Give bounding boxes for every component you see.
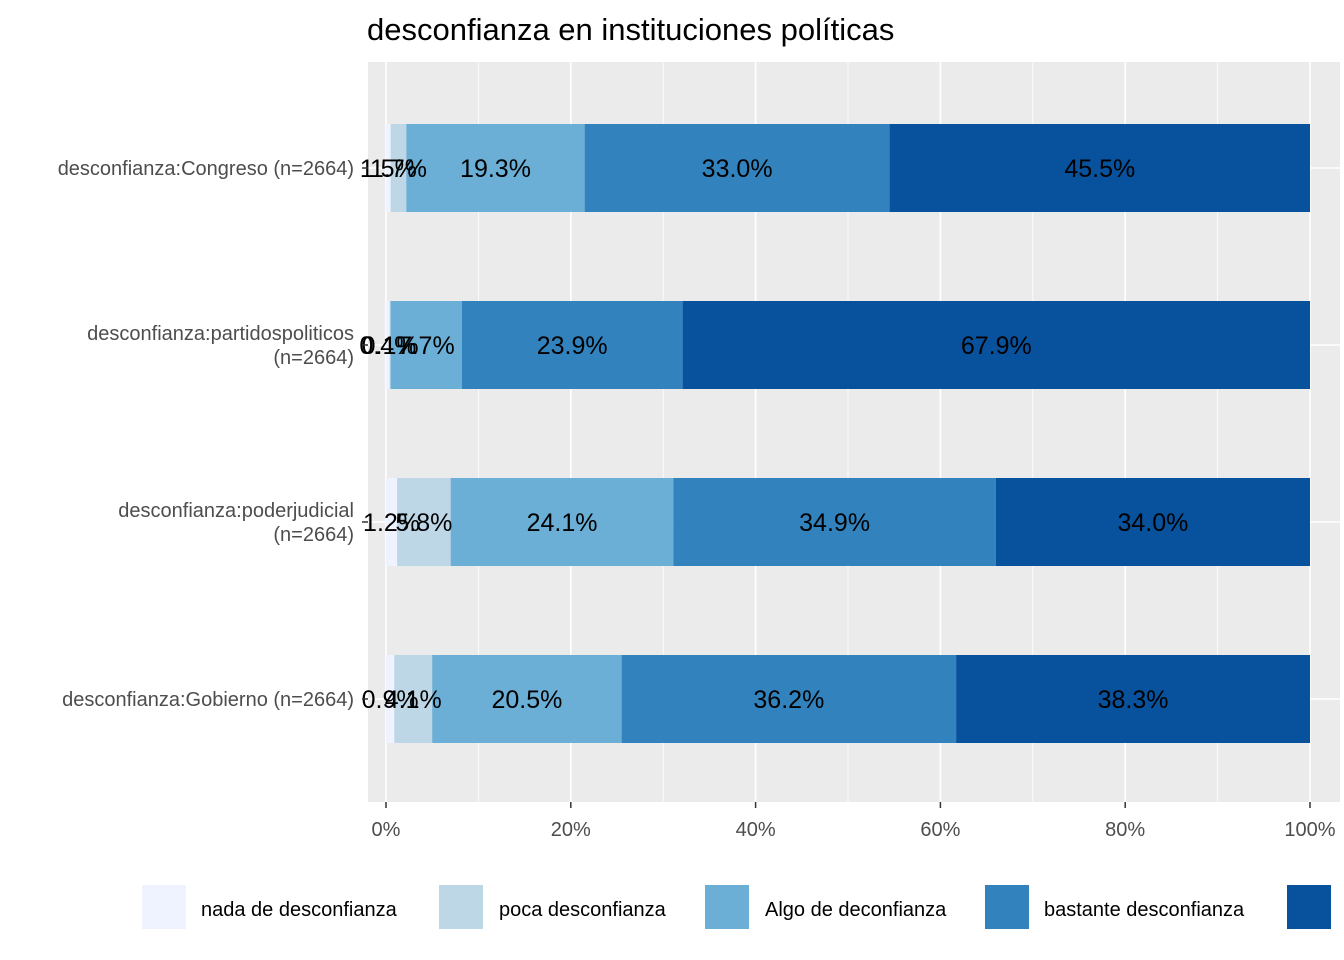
segment-label: 1.2% bbox=[363, 509, 420, 537]
bar-segment bbox=[389, 301, 391, 389]
bar-segment bbox=[390, 124, 407, 212]
legend-key bbox=[142, 885, 186, 929]
bar-segment bbox=[584, 124, 890, 212]
bar-segment bbox=[390, 301, 462, 389]
bar-segment bbox=[386, 124, 391, 212]
bar-segment bbox=[406, 124, 585, 212]
y-axis: desconfianza:Congreso (n=2664) desconfian… bbox=[58, 158, 368, 711]
segment-label: 0.4% bbox=[359, 332, 416, 360]
legend: nada de desconfianza poca desconfianza Alg… bbox=[142, 885, 1331, 929]
x-tick-label: 20% bbox=[551, 819, 591, 841]
bar-segment bbox=[682, 301, 1310, 389]
bar-segment bbox=[889, 124, 1310, 212]
legend-key bbox=[985, 885, 1029, 929]
bar-segment bbox=[673, 478, 996, 566]
legend-label: bastante desconfianza bbox=[1044, 899, 1245, 921]
y-tick-label: desconfianza:Gobierno (n=2664) bbox=[62, 689, 354, 711]
segment-label: 24.1% bbox=[527, 509, 598, 537]
legend-label: nada de desconfianza bbox=[201, 899, 398, 921]
segment-label: 1.7% bbox=[370, 155, 427, 183]
chart-title: desconfianza en instituciones políticas bbox=[367, 12, 894, 47]
bar-segment bbox=[956, 655, 1310, 743]
bar-segment bbox=[995, 478, 1310, 566]
bar-segment bbox=[461, 301, 683, 389]
legend-key bbox=[705, 885, 749, 929]
segment-label: 36.2% bbox=[753, 686, 824, 714]
y-tick-label: (n=2664) bbox=[273, 347, 354, 369]
x-tick-label: 0% bbox=[372, 819, 401, 841]
segment-label: 5.8% bbox=[395, 509, 452, 537]
segment-label: 7.7% bbox=[398, 332, 455, 360]
segment-label: 38.3% bbox=[1098, 686, 1169, 714]
bars-layer bbox=[386, 124, 1310, 743]
x-tick-label: 100% bbox=[1284, 819, 1335, 841]
legend-label: poca desconfianza bbox=[499, 899, 667, 921]
segment-label: 34.9% bbox=[799, 509, 870, 537]
y-tick-label: desconfianza:partidospoliticos bbox=[87, 323, 354, 345]
x-axis: 0% 20% 40% 60% 80% 100% bbox=[372, 802, 1336, 841]
legend-label: Algo de deconfianza bbox=[765, 899, 947, 921]
x-tick-label: 40% bbox=[736, 819, 776, 841]
segment-label: 20.5% bbox=[491, 686, 562, 714]
bar-segment bbox=[386, 478, 398, 566]
segment-label: 0.9% bbox=[362, 686, 419, 714]
bar-segment bbox=[394, 655, 433, 743]
y-tick-label: desconfianza:Congreso (n=2664) bbox=[58, 158, 354, 180]
bar-segment bbox=[386, 655, 395, 743]
bar-segment bbox=[432, 655, 622, 743]
legend-key bbox=[1287, 885, 1331, 929]
segment-labels-layer: 1.5%1.7% 19.3% 33.0% 45.5% 0.4%0.1%7.7% 23.9%… bbox=[359, 155, 1188, 714]
segment-label: 0.1% bbox=[362, 332, 419, 360]
bar-segment bbox=[397, 478, 451, 566]
y-tick-label: (n=2664) bbox=[273, 524, 354, 546]
segment-label: 23.9% bbox=[537, 332, 608, 360]
bar-segment bbox=[386, 301, 390, 389]
bar-segment bbox=[450, 478, 674, 566]
segment-label: 67.9% bbox=[961, 332, 1032, 360]
bar-segment bbox=[621, 655, 957, 743]
x-tick-label: 80% bbox=[1105, 819, 1145, 841]
segment-label: 34.0% bbox=[1117, 509, 1188, 537]
legend-key bbox=[439, 885, 483, 929]
segment-label: 1.5% bbox=[360, 155, 417, 183]
segment-label: 33.0% bbox=[702, 155, 773, 183]
segment-label: 45.5% bbox=[1064, 155, 1135, 183]
y-tick-label: desconfianza:poderjudicial bbox=[118, 500, 354, 522]
x-tick-label: 60% bbox=[920, 819, 960, 841]
segment-label: 19.3% bbox=[460, 155, 531, 183]
segment-label: 4.1% bbox=[385, 686, 442, 714]
